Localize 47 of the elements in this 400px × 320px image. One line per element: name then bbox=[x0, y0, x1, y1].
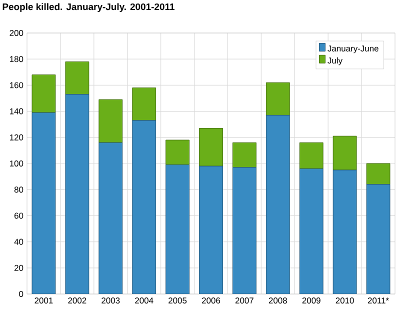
bar bbox=[232, 142, 256, 168]
y-tick-label: 20 bbox=[14, 264, 24, 271]
bar bbox=[333, 170, 357, 294]
bar bbox=[166, 140, 190, 166]
bar bbox=[300, 168, 324, 294]
chart-title: People killed. January-July. 2001-2011 bbox=[2, 3, 174, 12]
bar bbox=[332, 136, 357, 170]
x-tick-label: 2001 bbox=[34, 298, 53, 304]
x-tick-label: 2011* bbox=[368, 298, 389, 304]
y-tick-label: 80 bbox=[14, 186, 24, 193]
y-tick-label: 100 bbox=[10, 160, 24, 166]
bar bbox=[166, 164, 190, 294]
x-tick-label: 2006 bbox=[202, 298, 220, 304]
bar bbox=[199, 128, 223, 166]
x-tick-label: 2004 bbox=[135, 298, 154, 304]
bar bbox=[232, 167, 256, 294]
x-tick-label: 2008 bbox=[268, 298, 287, 304]
x-tick-label: 2010 bbox=[336, 298, 354, 304]
bar bbox=[366, 163, 390, 185]
bar bbox=[132, 88, 156, 121]
bar bbox=[32, 112, 56, 294]
bar bbox=[266, 82, 290, 116]
y-tick-label: 160 bbox=[10, 82, 24, 88]
bar bbox=[266, 115, 290, 294]
y-tick-label: 0 bbox=[19, 291, 24, 297]
bar bbox=[132, 120, 156, 294]
y-tick-label: 120 bbox=[10, 134, 24, 140]
legend-label: July bbox=[328, 57, 343, 66]
bar bbox=[366, 184, 390, 294]
x-tick-label: 2007 bbox=[235, 298, 254, 304]
y-tick-label: 140 bbox=[10, 108, 24, 114]
x-tick-label: 2005 bbox=[168, 298, 187, 304]
bar bbox=[98, 142, 122, 294]
bar bbox=[199, 166, 223, 294]
bar bbox=[299, 142, 324, 169]
bar bbox=[65, 61, 90, 95]
x-tick-label: 2003 bbox=[102, 298, 120, 304]
y-tick-label: 60 bbox=[14, 212, 24, 219]
bar bbox=[98, 99, 123, 143]
bar bbox=[32, 74, 56, 113]
y-tick-label: 40 bbox=[14, 238, 24, 245]
y-tick-label: 180 bbox=[10, 56, 24, 62]
y-tick-label: 200 bbox=[10, 30, 24, 36]
x-tick-label: 2009 bbox=[302, 298, 320, 304]
bar bbox=[65, 94, 89, 294]
legend-label: January-June bbox=[328, 46, 378, 54]
x-tick-label: 2002 bbox=[68, 298, 86, 304]
